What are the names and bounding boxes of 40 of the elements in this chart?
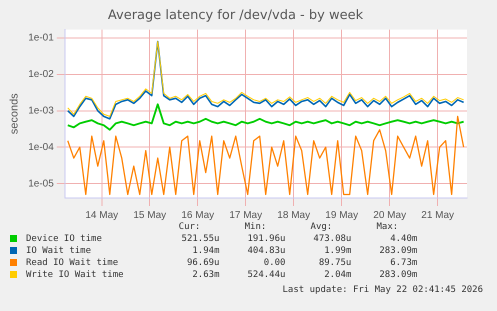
text: Cur: [178, 221, 202, 233]
text: 473.08u [312, 233, 352, 245]
y-tick-label: 1e-01 [28, 32, 54, 44]
text: 4.40m [389, 233, 418, 245]
legend-label: Device IO time [25, 233, 103, 245]
text: 6.73m [389, 257, 418, 269]
x-tick-label: 20 May [373, 210, 406, 221]
chart-title: Average latency for /dev/vda - by week [108, 8, 364, 24]
text: Max: [375, 221, 400, 233]
text: 0.00 [262, 257, 286, 269]
y-axis-title: seconds [8, 92, 21, 134]
x-tick-label: 21 May [421, 210, 454, 221]
text: 404.83u [246, 245, 286, 257]
text: 521.55u [180, 233, 220, 245]
text: 2.63m [191, 269, 220, 281]
text: 96.69u [186, 257, 220, 269]
x-tick-label: 19 May [325, 210, 358, 221]
text: Last update: Fri May 22 02:41:45 2026 [282, 285, 483, 296]
text: 524.44u [246, 269, 286, 281]
y-tick-label: 1e-02 [28, 69, 54, 80]
legend-label: Read IO Wait time [25, 257, 120, 269]
text: 89.75u [318, 257, 352, 269]
x-tick-label: 16 May [181, 210, 214, 221]
x-tick-label: 17 May [229, 210, 262, 221]
text: Avg: [310, 221, 334, 233]
x-tick-label: 18 May [277, 210, 310, 221]
y-tick-label: 1e-03 [28, 106, 54, 117]
text: 2.04m [323, 269, 352, 281]
legend-label: Write IO Wait time [25, 269, 125, 281]
x-tick-label: 15 May [133, 210, 166, 221]
text: 191.96u [246, 233, 286, 245]
text: 283.09m [378, 245, 418, 257]
y-tick-label: 1e-05 [28, 178, 54, 190]
text: Min: [244, 221, 268, 233]
x-tick-label: 14 May [85, 210, 118, 221]
y-tick-label: 1e-04 [28, 142, 54, 153]
text: 1.94m [191, 245, 220, 257]
text: 283.09m [378, 269, 418, 281]
legend-label: IO Wait time [25, 245, 92, 257]
text: 1.99m [323, 245, 352, 257]
